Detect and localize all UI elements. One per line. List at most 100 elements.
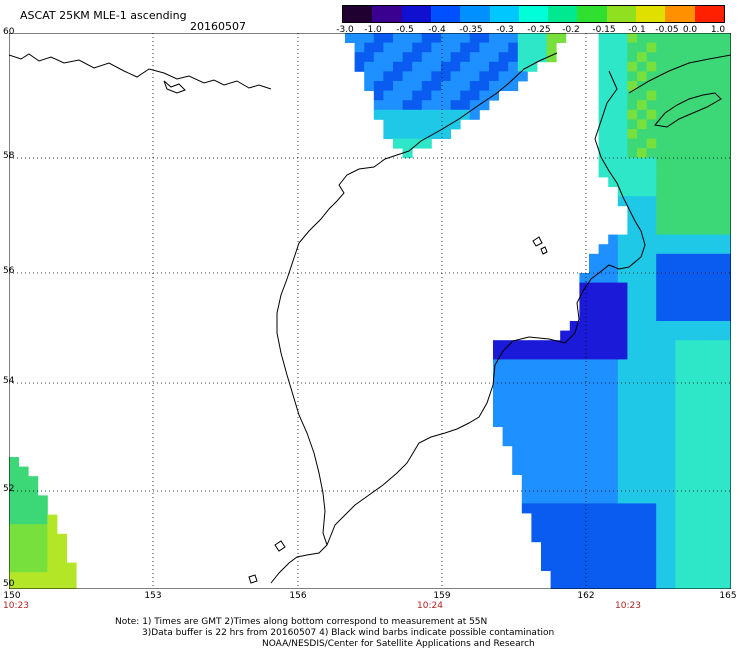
scale-tick: -0.4 — [428, 25, 446, 35]
data-cell — [502, 340, 513, 351]
data-cell — [685, 493, 695, 504]
data-cell — [617, 445, 628, 456]
data-cell — [364, 33, 375, 43]
data-cell — [579, 513, 590, 523]
data-cell — [685, 100, 695, 111]
data-cell — [608, 522, 619, 533]
data-cell — [531, 465, 542, 475]
scale-color-segment — [489, 6, 520, 22]
data-cell — [665, 417, 676, 427]
data-cell — [627, 129, 638, 139]
data-cell — [694, 407, 705, 418]
data-cell — [521, 436, 532, 447]
data-cell — [598, 359, 609, 370]
data-cell — [694, 359, 705, 370]
data-cell — [665, 177, 676, 187]
data-cell — [685, 282, 695, 293]
data-cell — [517, 42, 528, 53]
data-cell — [675, 503, 686, 514]
data-cell — [569, 570, 580, 581]
coast-kamchatka-east — [326, 70, 646, 546]
data-cell — [18, 572, 29, 583]
data-cell — [560, 465, 571, 475]
data-cell — [646, 33, 657, 43]
data-cell — [598, 369, 609, 379]
data-cell — [713, 378, 724, 389]
data-cell — [627, 282, 638, 293]
data-cell — [498, 42, 509, 53]
data-cell — [531, 369, 542, 379]
data-cell — [723, 186, 731, 197]
data-cell — [665, 426, 676, 437]
data-cell — [627, 551, 638, 562]
data-cell — [685, 330, 695, 341]
data-cell — [704, 234, 715, 245]
data-cell — [656, 330, 667, 341]
data-cell — [608, 445, 619, 456]
data-cell — [637, 551, 647, 562]
data-cell — [665, 330, 676, 341]
data-cell — [723, 330, 731, 341]
data-cell — [675, 42, 686, 53]
data-cell — [704, 455, 715, 466]
data-cell — [685, 455, 695, 466]
data-cell — [704, 52, 715, 63]
data-cell — [502, 436, 513, 447]
data-cell — [508, 42, 519, 53]
data-cell — [665, 340, 676, 351]
data-cell — [675, 570, 686, 581]
data-cell — [646, 340, 657, 351]
data-cell — [579, 570, 590, 581]
data-cell — [627, 71, 638, 82]
data-cell — [589, 273, 599, 283]
data-cell — [723, 225, 731, 235]
data-cell — [665, 52, 676, 63]
data-cell — [550, 493, 561, 504]
data-cell — [579, 484, 590, 495]
data-cell — [704, 119, 715, 130]
data-cell — [589, 580, 599, 589]
data-cell — [431, 100, 442, 111]
data-cell — [704, 157, 715, 168]
data-cell — [627, 81, 638, 91]
lon-label: 165 — [719, 591, 737, 601]
data-cell — [412, 109, 423, 120]
data-cell — [598, 167, 609, 178]
data-cell — [550, 349, 561, 360]
data-cell — [502, 378, 513, 389]
data-cell — [723, 426, 731, 437]
data-cell — [665, 33, 676, 43]
data-cell — [694, 148, 705, 159]
data-cell — [704, 292, 715, 303]
data-cell — [723, 532, 731, 543]
data-cell — [704, 436, 715, 447]
data-cell — [646, 551, 657, 562]
data-cell — [579, 340, 590, 351]
data-cell — [685, 397, 695, 408]
data-cell — [723, 388, 731, 399]
data-cell — [713, 532, 724, 543]
data-cell — [608, 513, 619, 523]
data-cell — [627, 244, 638, 255]
data-cell — [713, 388, 724, 399]
data-cell — [694, 369, 705, 379]
lon-label: 153 — [144, 591, 162, 601]
data-cell — [28, 524, 39, 535]
data-cell — [685, 349, 695, 360]
data-cell — [646, 426, 657, 437]
data-cell — [493, 349, 503, 360]
data-cell — [723, 33, 731, 43]
data-cell — [502, 426, 513, 437]
data-cell — [637, 417, 647, 427]
data-cell — [723, 493, 731, 504]
data-cell — [364, 52, 375, 63]
small-island — [248, 574, 258, 584]
data-cell — [675, 493, 686, 504]
data-cell — [393, 119, 403, 130]
data-cell — [47, 553, 58, 563]
data-cell — [685, 570, 695, 581]
data-cell — [550, 465, 561, 475]
data-cell — [569, 455, 580, 466]
map-title: ASCAT 25KM MLE-1 ascending — [20, 9, 187, 22]
data-cell — [66, 581, 77, 589]
